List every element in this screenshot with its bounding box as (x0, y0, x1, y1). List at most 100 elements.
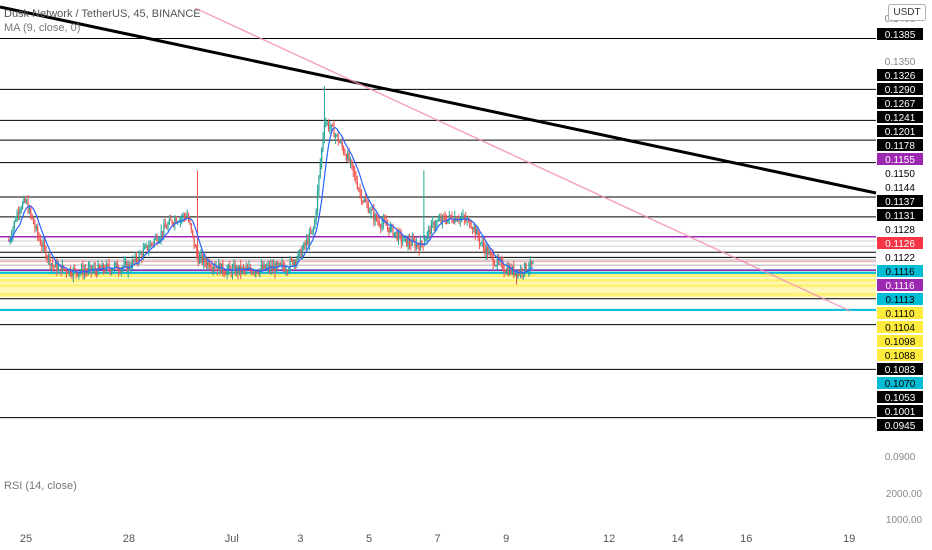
price-label: 0.1110 (885, 309, 915, 320)
candle-body (393, 232, 395, 236)
candle-body (102, 264, 105, 270)
price-label-box (877, 97, 923, 109)
candle-body (175, 218, 177, 223)
ma-indicator-label[interactable]: MA (9, close, 0) (4, 22, 81, 34)
candle-body (190, 223, 192, 231)
time-axis[interactable]: 25 28 Jul 3 5 7 9 12 14 16 19 (20, 533, 855, 545)
candle-body (303, 243, 305, 250)
candle-body (499, 260, 501, 262)
candle-body (255, 271, 257, 273)
candle-body (83, 270, 85, 275)
candle-body (257, 272, 260, 274)
candle-body (310, 232, 312, 234)
candle-body (189, 220, 191, 224)
price-label-box (877, 153, 923, 165)
price-label: 0.1385 (885, 30, 916, 41)
candle-body (54, 263, 57, 268)
candle-body (437, 220, 439, 222)
candle-body (433, 222, 435, 228)
candle-body (466, 219, 468, 221)
candle-body (325, 123, 327, 125)
candle-body (418, 246, 420, 251)
candle-body (389, 225, 391, 233)
candle-body (467, 219, 470, 221)
candle-body (330, 124, 332, 128)
candle-body (284, 267, 286, 272)
candle-body (69, 268, 72, 275)
candle-body (307, 239, 309, 244)
price-label: 0.1150 (885, 169, 915, 180)
candle-body (52, 263, 54, 267)
candle-body (321, 148, 323, 164)
candle-body (164, 224, 166, 228)
candle-body (388, 227, 390, 233)
candle-body (252, 272, 254, 274)
candle-body (113, 264, 116, 269)
candle-body (477, 229, 479, 237)
candle-body (288, 268, 290, 272)
candle-body (105, 264, 107, 272)
candle-body (34, 224, 36, 229)
candle-body (50, 263, 52, 266)
candle-body (39, 239, 42, 246)
candle-body (481, 242, 483, 244)
candle-body (458, 220, 460, 222)
candle-body (126, 262, 128, 272)
candle-body (145, 244, 147, 247)
candle-body (514, 273, 516, 276)
trendlines[interactable] (0, 5, 877, 312)
candle-body (403, 237, 405, 242)
candle-body (163, 224, 165, 235)
candle-body (76, 272, 79, 276)
price-label: 0.1128 (885, 225, 915, 236)
candle-body (384, 219, 386, 222)
currency-button[interactable]: USDT (888, 4, 926, 21)
candle-body (75, 268, 77, 273)
candle-body (525, 263, 527, 271)
candle-body (337, 134, 339, 142)
price-label: 0.1001 (885, 407, 916, 418)
price-label: 0.1070 (885, 379, 916, 390)
candle-body (174, 218, 176, 225)
candle-body (386, 225, 389, 228)
candle-body (322, 136, 324, 149)
candle-body (281, 263, 283, 265)
candle-body (170, 219, 172, 221)
candle-body (104, 269, 106, 272)
candle-body (8, 240, 10, 242)
candle-body (315, 210, 317, 221)
candle-body (529, 260, 531, 269)
candle-body (46, 257, 48, 259)
candle-body (137, 260, 139, 262)
candle-body (343, 147, 345, 153)
price-label-box (877, 111, 923, 123)
candle-body (118, 269, 120, 271)
candle-body (38, 235, 40, 240)
candle-body (304, 243, 306, 245)
candle-body (226, 269, 228, 275)
candle-body (493, 264, 496, 266)
candle-body (378, 221, 380, 226)
candle-body (72, 268, 74, 276)
candle-body (98, 264, 101, 268)
candle-body (23, 198, 25, 203)
candle-body (279, 263, 282, 265)
candle-body (31, 214, 33, 219)
candle-body (171, 220, 173, 224)
candle-body (123, 262, 125, 267)
candle-body (300, 249, 302, 258)
rsi-indicator-label[interactable]: RSI (14, close) (4, 480, 77, 492)
candle-body (74, 268, 76, 270)
candle-body (277, 262, 279, 265)
candle-body (363, 199, 365, 202)
candle-body (155, 236, 157, 240)
candle-body (496, 258, 498, 266)
candle-body (374, 215, 376, 221)
candle-body (485, 247, 487, 254)
candle-body (286, 270, 288, 272)
candle-body (20, 208, 22, 211)
x-tick-label: 9 (503, 533, 509, 545)
candle-body (64, 269, 66, 271)
